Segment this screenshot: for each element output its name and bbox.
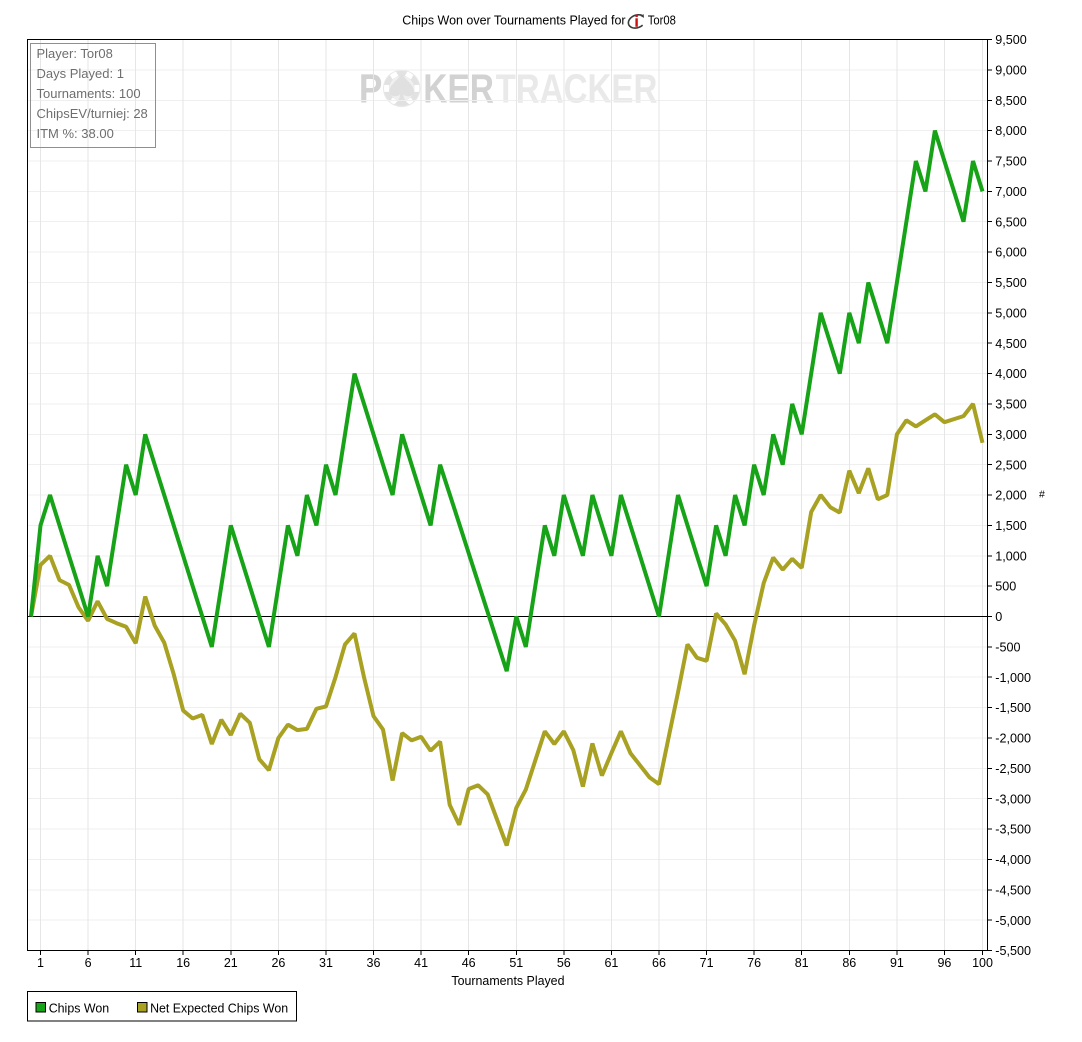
svg-text:16: 16 xyxy=(176,956,190,970)
svg-text:100: 100 xyxy=(972,956,993,970)
svg-text:Tor08: Tor08 xyxy=(648,13,676,28)
svg-text:2,000: 2,000 xyxy=(995,489,1027,503)
svg-text:7,500: 7,500 xyxy=(995,155,1027,169)
svg-text:3,500: 3,500 xyxy=(995,398,1027,412)
svg-text:41: 41 xyxy=(414,956,428,970)
svg-text:31: 31 xyxy=(319,956,333,970)
svg-text:-4,500: -4,500 xyxy=(995,883,1031,897)
svg-text:Net Expected Chips Won: Net Expected Chips Won xyxy=(150,1001,288,1016)
svg-text:5,000: 5,000 xyxy=(995,306,1027,320)
svg-text:#: # xyxy=(1039,489,1045,501)
svg-text:6,000: 6,000 xyxy=(995,246,1027,260)
svg-text:86: 86 xyxy=(842,956,856,970)
svg-text:36: 36 xyxy=(367,956,381,970)
svg-text:11: 11 xyxy=(129,956,142,970)
svg-text:46: 46 xyxy=(462,956,476,970)
svg-text:91: 91 xyxy=(890,956,904,970)
svg-text:1,500: 1,500 xyxy=(995,519,1027,533)
svg-text:21: 21 xyxy=(224,956,238,970)
svg-text:3,000: 3,000 xyxy=(995,428,1027,442)
svg-text:1,000: 1,000 xyxy=(995,549,1027,563)
svg-text:56: 56 xyxy=(557,956,571,970)
svg-text:-4,000: -4,000 xyxy=(995,853,1031,867)
svg-text:4,500: 4,500 xyxy=(995,337,1027,351)
svg-text:TRACKER: TRACKER xyxy=(496,66,658,112)
svg-text:9,000: 9,000 xyxy=(995,64,1027,78)
svg-text:-3,000: -3,000 xyxy=(995,792,1031,806)
svg-text:1: 1 xyxy=(37,956,44,970)
svg-text:26: 26 xyxy=(271,956,285,970)
svg-text:61: 61 xyxy=(604,956,618,970)
svg-text:9,500: 9,500 xyxy=(995,33,1027,47)
svg-text:-5,500: -5,500 xyxy=(995,944,1031,958)
svg-text:Tournaments Played: Tournaments Played xyxy=(451,973,564,988)
svg-text:6: 6 xyxy=(85,956,92,970)
svg-text:Tournaments: 100: Tournaments: 100 xyxy=(37,86,141,101)
svg-text:4,000: 4,000 xyxy=(995,367,1027,381)
svg-text:96: 96 xyxy=(937,956,951,970)
svg-text:71: 71 xyxy=(700,956,714,970)
svg-text:P: P xyxy=(359,66,383,112)
svg-text:Player: Tor08: Player: Tor08 xyxy=(37,46,113,61)
svg-text:0: 0 xyxy=(995,610,1002,624)
svg-text:Chips Won over Tournaments Pla: Chips Won over Tournaments Played for xyxy=(402,13,626,28)
svg-text:Chips Won: Chips Won xyxy=(49,1001,109,1016)
svg-text:ITM %: 38.00: ITM %: 38.00 xyxy=(37,126,114,141)
svg-text:-5,000: -5,000 xyxy=(995,914,1031,928)
svg-text:5,500: 5,500 xyxy=(995,276,1027,290)
svg-text:81: 81 xyxy=(795,956,809,970)
svg-text:ChipsEV/turniej: 28: ChipsEV/turniej: 28 xyxy=(37,106,148,121)
svg-text:-2,500: -2,500 xyxy=(995,762,1031,776)
svg-text:-3,500: -3,500 xyxy=(995,823,1031,837)
svg-text:500: 500 xyxy=(995,580,1016,594)
svg-text:2,500: 2,500 xyxy=(995,458,1027,472)
svg-text:KER: KER xyxy=(423,66,494,112)
svg-text:8,500: 8,500 xyxy=(995,94,1027,108)
svg-text:-1,000: -1,000 xyxy=(995,671,1031,685)
svg-text:-2,000: -2,000 xyxy=(995,732,1031,746)
svg-text:7,000: 7,000 xyxy=(995,185,1027,199)
svg-text:6,500: 6,500 xyxy=(995,215,1027,229)
svg-text:8,000: 8,000 xyxy=(995,124,1027,138)
svg-text:-500: -500 xyxy=(995,641,1020,655)
svg-text:Days Played: 1: Days Played: 1 xyxy=(37,66,124,81)
svg-text:76: 76 xyxy=(747,956,761,970)
svg-text:51: 51 xyxy=(509,956,523,970)
svg-text:66: 66 xyxy=(652,956,666,970)
svg-text:-1,500: -1,500 xyxy=(995,701,1031,715)
